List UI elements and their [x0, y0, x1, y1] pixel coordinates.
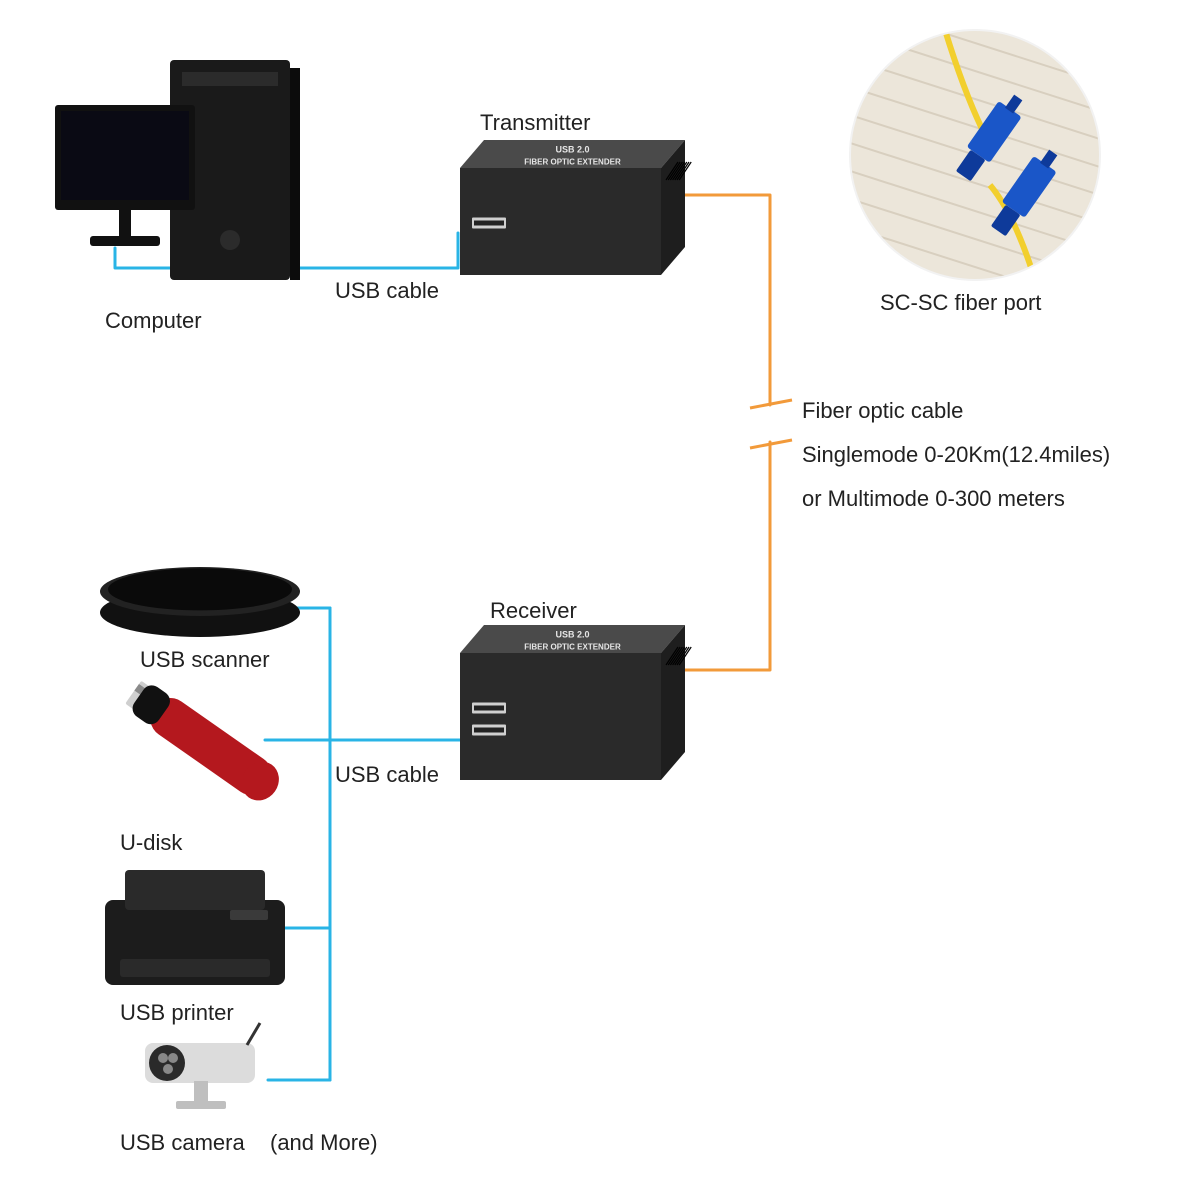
label-receiver: Receiver [490, 598, 577, 624]
sc-fiber-port-icon [850, 3, 1100, 307]
transmitter-box: USB 2.0 FIBER OPTIC EXTENDER [460, 140, 691, 275]
box-text-line1: USB 2.0 [555, 145, 589, 155]
label-fiber1: Fiber optic cable [802, 398, 963, 424]
computer-icon [55, 60, 300, 280]
receiver-box: USB 2.0 FIBER OPTIC EXTENDER [460, 625, 691, 780]
label-transmitter: Transmitter [480, 110, 590, 136]
label-fiber3: or Multimode 0-300 meters [802, 486, 1065, 512]
fiber-from-tx [676, 195, 770, 405]
usb-camera-icon [145, 1023, 260, 1109]
label-sc-port: SC-SC fiber port [880, 290, 1041, 316]
label-computer: Computer [105, 308, 202, 334]
label-usb-camera: USB camera [120, 1130, 245, 1156]
u-disk-icon [122, 676, 287, 808]
box-text-line1: USB 2.0 [555, 630, 589, 640]
label-u-disk: U-disk [120, 830, 182, 856]
usb-scanner-icon [100, 567, 300, 637]
usb-printer-icon [105, 870, 285, 985]
fiber-to-rx [680, 442, 770, 670]
label-usb-scanner: USB scanner [140, 647, 270, 673]
usb-branch-receiver [330, 720, 462, 740]
box-text-line2: FIBER OPTIC EXTENDER [524, 158, 621, 167]
label-fiber2: Singlemode 0-20Km(12.4miles) [802, 442, 1110, 468]
label-usb-printer: USB printer [120, 1000, 234, 1026]
box-text-line2: FIBER OPTIC EXTENDER [524, 643, 621, 652]
label-and-more: (and More) [270, 1130, 378, 1156]
label-usb-cable-bot: USB cable [335, 762, 439, 788]
label-usb-cable-top: USB cable [335, 278, 439, 304]
